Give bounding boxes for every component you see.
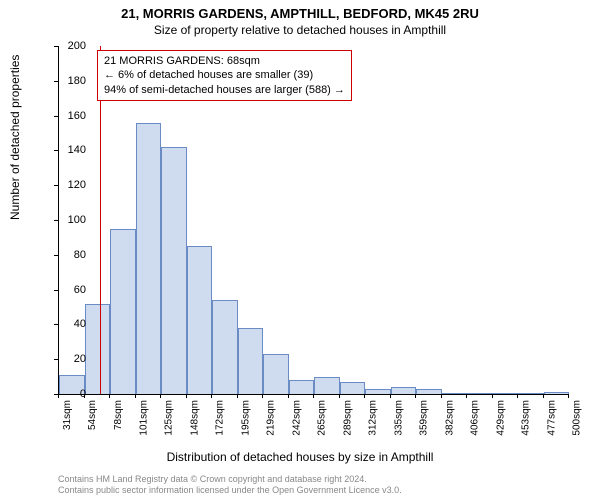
- y-tick-label: 80: [74, 249, 86, 261]
- y-tick-mark: [54, 116, 58, 117]
- annotation-line: ← 6% of detached houses are smaller (39): [104, 68, 345, 82]
- y-tick-mark: [54, 46, 58, 47]
- histogram-bar: [391, 387, 417, 394]
- x-tick-label: 78sqm: [113, 400, 124, 430]
- histogram-bar: [544, 392, 570, 394]
- x-tick-label: 195sqm: [241, 400, 252, 436]
- x-tick-label: 101sqm: [139, 400, 150, 436]
- chart-subtitle: Size of property relative to detached ho…: [0, 21, 600, 37]
- y-tick-mark: [54, 359, 58, 360]
- footer-attribution: Contains HM Land Registry data © Crown c…: [58, 474, 402, 497]
- histogram-bar: [238, 328, 264, 394]
- y-tick-mark: [54, 150, 58, 151]
- x-tick-label: 125sqm: [164, 400, 175, 436]
- histogram-bar: [161, 147, 187, 394]
- x-axis-label: Distribution of detached houses by size …: [0, 450, 600, 464]
- x-tick-mark: [415, 394, 416, 398]
- x-tick-mark: [211, 394, 212, 398]
- x-tick-mark: [390, 394, 391, 398]
- x-tick-mark: [84, 394, 85, 398]
- x-tick-mark: [364, 394, 365, 398]
- chart-container: { "title_line1": "21, MORRIS GARDENS, AM…: [0, 0, 600, 500]
- x-tick-mark: [517, 394, 518, 398]
- x-tick-mark: [543, 394, 544, 398]
- y-tick-mark: [54, 255, 58, 256]
- footer-line-2: Contains public sector information licen…: [58, 485, 402, 496]
- histogram-bar: [110, 229, 136, 394]
- x-tick-mark: [160, 394, 161, 398]
- x-tick-label: 406sqm: [470, 400, 481, 436]
- histogram-bar: [212, 300, 238, 394]
- x-tick-label: 359sqm: [419, 400, 430, 436]
- histogram-bar: [187, 246, 213, 394]
- y-tick-label: 160: [68, 110, 86, 122]
- histogram-bar: [136, 123, 162, 394]
- y-tick-label: 180: [68, 75, 86, 87]
- x-tick-label: 289sqm: [343, 400, 354, 436]
- x-tick-mark: [568, 394, 569, 398]
- y-tick-label: 200: [68, 40, 86, 52]
- x-tick-mark: [135, 394, 136, 398]
- x-tick-mark: [313, 394, 314, 398]
- x-tick-label: 500sqm: [572, 400, 583, 436]
- x-tick-mark: [492, 394, 493, 398]
- histogram-bar: [518, 393, 544, 394]
- x-tick-label: 453sqm: [521, 400, 532, 436]
- y-tick-label: 100: [68, 214, 86, 226]
- histogram-bar: [493, 393, 519, 394]
- chart-title: 21, MORRIS GARDENS, AMPTHILL, BEDFORD, M…: [0, 0, 600, 21]
- y-tick-label: 40: [74, 318, 86, 330]
- y-tick-mark: [54, 290, 58, 291]
- histogram-bar: [340, 382, 366, 394]
- y-tick-mark: [54, 324, 58, 325]
- histogram-bar: [314, 377, 340, 394]
- x-tick-label: 172sqm: [215, 400, 226, 436]
- histogram-bar: [365, 389, 391, 394]
- y-tick-mark: [54, 185, 58, 186]
- y-tick-mark: [54, 81, 58, 82]
- x-tick-label: 54sqm: [88, 400, 99, 430]
- x-tick-mark: [262, 394, 263, 398]
- histogram-bar: [289, 380, 315, 394]
- x-tick-mark: [58, 394, 59, 398]
- plot-area: 21 MORRIS GARDENS: 68sqm← 6% of detached…: [58, 46, 569, 395]
- histogram-bar: [263, 354, 289, 394]
- x-tick-mark: [109, 394, 110, 398]
- x-tick-mark: [441, 394, 442, 398]
- annotation-box: 21 MORRIS GARDENS: 68sqm← 6% of detached…: [97, 50, 352, 101]
- footer-line-1: Contains HM Land Registry data © Crown c…: [58, 474, 402, 485]
- histogram-bar: [85, 304, 111, 394]
- histogram-bar: [442, 393, 468, 394]
- x-tick-mark: [466, 394, 467, 398]
- x-tick-label: 312sqm: [368, 400, 379, 436]
- y-tick-label: 60: [74, 284, 86, 296]
- histogram-bar: [467, 393, 493, 394]
- annotation-line: 21 MORRIS GARDENS: 68sqm: [104, 54, 345, 68]
- x-tick-mark: [237, 394, 238, 398]
- x-tick-label: 382sqm: [445, 400, 456, 436]
- x-tick-mark: [186, 394, 187, 398]
- histogram-bar: [416, 389, 442, 394]
- y-axis-label: Number of detached properties: [8, 55, 22, 220]
- x-tick-mark: [339, 394, 340, 398]
- x-tick-label: 477sqm: [547, 400, 558, 436]
- y-tick-mark: [54, 220, 58, 221]
- x-tick-label: 265sqm: [317, 400, 328, 436]
- y-tick-label: 20: [74, 353, 86, 365]
- x-tick-mark: [288, 394, 289, 398]
- x-tick-label: 31sqm: [62, 400, 73, 430]
- x-tick-label: 219sqm: [266, 400, 277, 436]
- x-tick-label: 242sqm: [292, 400, 303, 436]
- y-tick-label: 140: [68, 144, 86, 156]
- x-tick-label: 429sqm: [496, 400, 507, 436]
- x-tick-label: 335sqm: [394, 400, 405, 436]
- y-tick-label: 120: [68, 179, 86, 191]
- annotation-line: 94% of semi-detached houses are larger (…: [104, 83, 345, 97]
- x-tick-label: 148sqm: [190, 400, 201, 436]
